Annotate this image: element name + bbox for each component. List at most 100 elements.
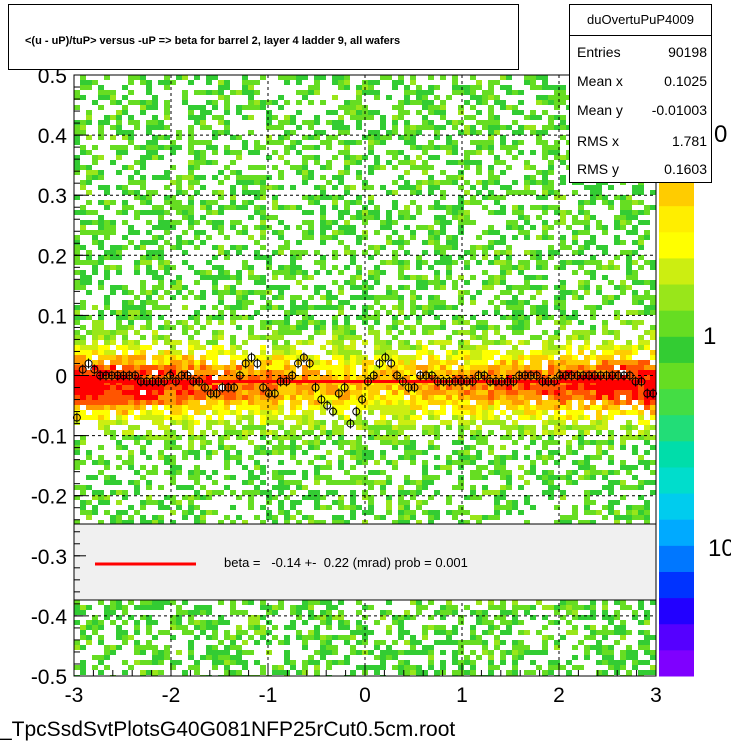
profile-point: [619, 371, 628, 380]
stat-label: RMS x: [577, 133, 619, 149]
profile-point: [294, 359, 303, 368]
profile-point: [585, 371, 594, 380]
profile-point: [590, 371, 599, 380]
profile-point: [439, 377, 448, 386]
y-tick-label: 0.5: [38, 65, 67, 88]
profile-point: [561, 371, 570, 380]
profile-point: [90, 365, 99, 374]
profile-point: [218, 383, 227, 392]
profile-points: [72, 352, 658, 429]
x-tick-label: -3: [65, 684, 84, 707]
stat-row-entries: Entries 90198: [577, 38, 707, 66]
x-tick-label: 1: [456, 684, 468, 707]
profile-point: [288, 371, 297, 380]
profile-point: [212, 389, 221, 398]
axes: -3 -2 -1 0 1 2 3 -0.5 -0.4 -0.3 -0.2 -0.1 0 0.1 0.2 0.3…: [31, 65, 662, 707]
profile-point: [643, 389, 652, 398]
profile-point: [393, 371, 402, 380]
y-tick-label: -0.1: [31, 426, 67, 449]
profile-point: [410, 383, 419, 392]
y-tick-label: -0.2: [31, 486, 67, 509]
profile-point: [445, 377, 454, 386]
color-scale-bar: 1 10 0: [659, 75, 731, 677]
profile-point: [206, 389, 215, 398]
z-tick-label: 0: [714, 121, 727, 148]
profile-point: [567, 371, 576, 380]
stat-value: 0.1025: [664, 73, 707, 89]
y-tick-label: -0.5: [31, 666, 67, 689]
profile-point: [602, 371, 611, 380]
fit-legend-panel: [73, 523, 657, 601]
stat-value: 90198: [668, 44, 707, 60]
profile-point: [631, 377, 640, 386]
profile-point: [235, 371, 244, 380]
profile-point: [96, 371, 105, 380]
profile-point: [247, 353, 256, 362]
stat-value: 1.781: [671, 133, 707, 149]
profile-point: [363, 377, 372, 386]
profile-point: [352, 407, 361, 416]
title-box: <(u - uP)/tuP> versus -uP => beta for ba…: [8, 4, 519, 70]
profile-point: [317, 395, 326, 404]
profile-point: [486, 377, 495, 386]
profile-point: [72, 413, 81, 422]
profile-point: [579, 371, 588, 380]
stat-row-mean-x: Mean x 0.1025: [577, 67, 707, 95]
profile-point: [189, 377, 198, 386]
profile-point: [457, 377, 466, 386]
profile-point: [113, 371, 122, 380]
profile-point: [381, 353, 390, 362]
profile-point: [200, 383, 209, 392]
y-tick-label: 0: [55, 366, 67, 389]
profile-point: [107, 371, 116, 380]
profile-point: [323, 401, 332, 410]
profile-point: [241, 359, 250, 368]
profile-point: [596, 371, 605, 380]
profile-point: [416, 371, 425, 380]
profile-point: [299, 353, 308, 362]
profile-point: [183, 371, 192, 380]
profile-point: [270, 389, 279, 398]
profile-point: [334, 389, 343, 398]
profile-point: [462, 377, 471, 386]
profile-point: [346, 419, 355, 428]
profile-point: [305, 359, 314, 368]
profile-point: [369, 371, 378, 380]
file-name-footer: _TpcSsdSvtPlotsG40G081NFP25rCut0.5cm.roo…: [0, 718, 456, 741]
profile-point: [125, 371, 134, 380]
y-tick-label: -0.4: [31, 606, 68, 629]
profile-point: [375, 359, 384, 368]
profile-point: [160, 377, 169, 386]
profile-point: [142, 377, 151, 386]
profile-point: [614, 371, 623, 380]
profile-point: [177, 371, 186, 380]
profile-point: [503, 377, 512, 386]
y-tick-label: 0.4: [38, 125, 68, 148]
profile-point: [515, 371, 524, 380]
profile-point: [555, 371, 564, 380]
y-tick-label: 0.3: [38, 185, 67, 208]
z-tick-label: 1: [703, 323, 716, 350]
y-tick-label: 0.2: [38, 245, 67, 268]
profile-point: [451, 377, 460, 386]
profile-point: [404, 383, 413, 392]
y-tick-label: -0.3: [31, 546, 67, 569]
profile-point: [195, 377, 204, 386]
profile-point: [119, 371, 128, 380]
stat-label: Mean x: [577, 73, 623, 89]
profile-point: [102, 371, 111, 380]
fit-result-label: beta = -0.14 +- 0.22 (mrad) prob = 0.001: [224, 555, 468, 570]
profile-point: [154, 377, 163, 386]
profile-point: [259, 383, 268, 392]
profile-point: [521, 371, 530, 380]
profile-point: [491, 377, 500, 386]
profile-point: [538, 377, 547, 386]
profile-point: [474, 371, 483, 380]
profile-point: [422, 371, 431, 380]
profile-point: [166, 371, 175, 380]
profile-point: [387, 359, 396, 368]
profile-point: [171, 377, 180, 386]
profile-point: [276, 377, 285, 386]
profile-point: [328, 407, 337, 416]
